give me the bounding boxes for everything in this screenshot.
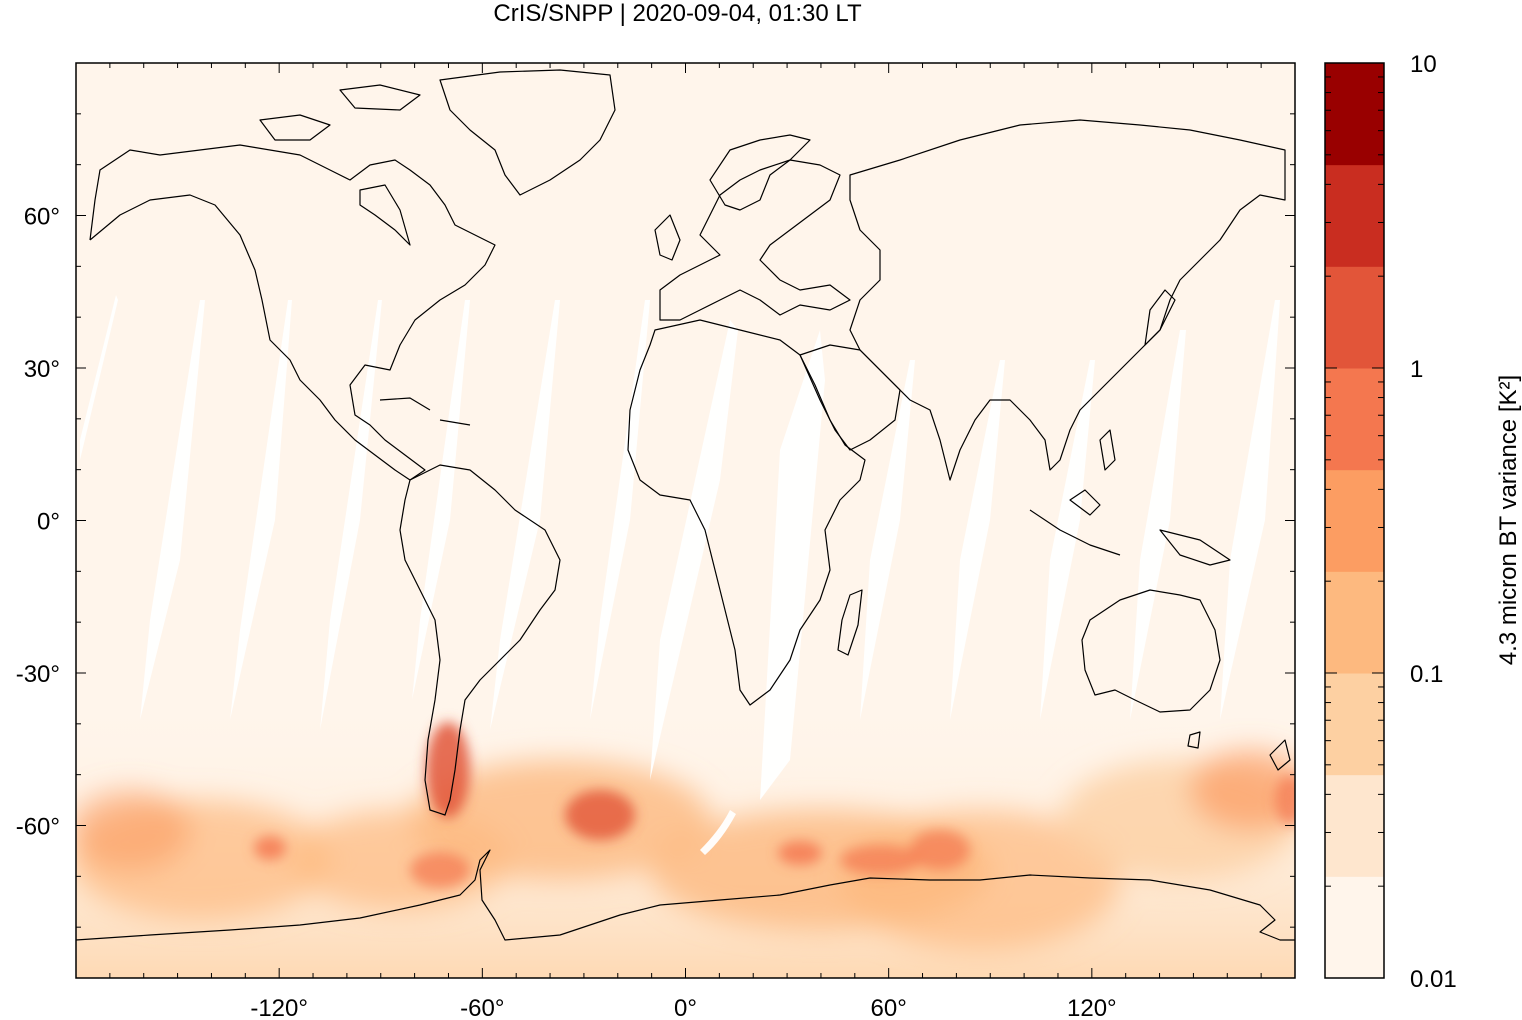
colorbar-level [1325, 571, 1384, 674]
orbit-gaps [80, 295, 1280, 855]
variance-field-south [76, 750, 1295, 950]
colorbar-level [1325, 876, 1384, 979]
x-tick-labels: -120° -60° 0° 60° 120° [250, 995, 1116, 1020]
coastline-north-america [89, 144, 496, 481]
colorbar-level [1325, 774, 1384, 877]
y-tick-labels: 60° 30° 0° -30° -60° [16, 204, 60, 841]
y-tick-label: 0° [37, 509, 60, 536]
colorbar-level [1325, 164, 1384, 267]
coastline-asia [849, 119, 1286, 481]
colorbar-tick-label: 10 [1410, 51, 1437, 78]
coastline-africa [627, 319, 866, 706]
chart-title: CrIS/SNPP | 2020-09-04, 01:30 LT [493, 0, 862, 27]
colorbar-tick-labels: 10 1 0.1 0.01 [1410, 51, 1457, 993]
x-tick-label: 120° [1067, 995, 1117, 1020]
colorbar-tick-label: 1 [1410, 356, 1423, 383]
colorbar-level [1325, 266, 1384, 369]
y-tick-label: -30° [16, 661, 60, 688]
coastline-europe [659, 159, 851, 321]
colorbar-level [1325, 368, 1384, 471]
x-tick-label: 0° [674, 995, 697, 1020]
coastline-australia [1081, 589, 1221, 713]
coastline-greenland [439, 69, 616, 196]
x-tick-label: 60° [871, 995, 907, 1020]
colorbar-tick-label: 0.01 [1410, 966, 1457, 993]
colorbar-frame [1324, 62, 1385, 979]
map-ticks [76, 63, 1295, 978]
y-tick-label: 60° [24, 204, 60, 231]
colorbar-level [1325, 673, 1384, 776]
colorbar-level [1325, 469, 1384, 572]
x-tick-label: -120° [250, 995, 308, 1020]
colorbar-tick-label: 0.1 [1410, 661, 1443, 688]
coastline-antarctica [76, 849, 1295, 941]
map-plot-area [76, 63, 1295, 978]
colorbar [1325, 63, 1384, 979]
colorbar-level [1325, 63, 1384, 166]
variance-hotspots [254, 722, 1295, 888]
colorbar-ticks [1325, 76, 1384, 979]
y-tick-label: 30° [24, 356, 60, 383]
x-tick-label: -60° [460, 995, 504, 1020]
y-tick-label: -60° [16, 814, 60, 841]
coastlines [76, 69, 1295, 941]
colorbar-label: 4.3 micron BT variance [K²] [1495, 375, 1522, 665]
coastline-south-america [399, 464, 561, 816]
